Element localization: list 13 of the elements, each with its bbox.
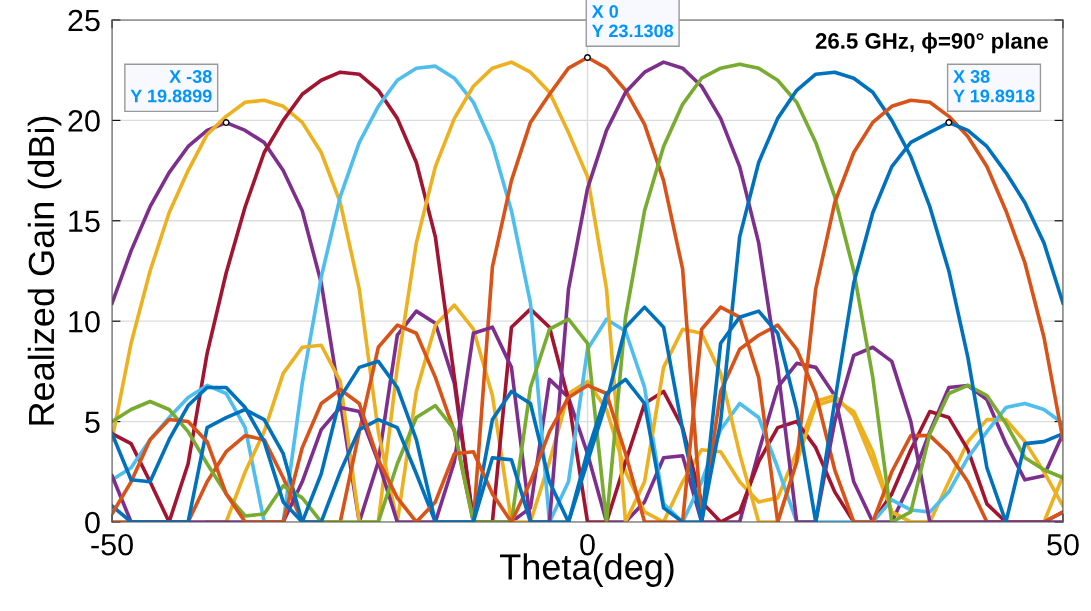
x-tick-label: -50: [91, 533, 133, 556]
y-tick-label: 25: [68, 9, 100, 32]
text: 26.5 GHz, ϕ=90° plane: [815, 32, 1048, 54]
y-tick-label: 15: [69, 210, 100, 233]
y-tick-label: 10: [69, 310, 100, 333]
y-tick-label: 5: [85, 411, 100, 433]
y-tick-label: 20: [68, 110, 100, 132]
x-tick-label: 50: [1047, 533, 1079, 556]
y-axis-title: Realized Gain (dBi): [27, 116, 62, 425]
annotation: X 0 Y 23.1308: [591, 5, 674, 38]
annotation: X 38 Y 19.8918: [953, 70, 1035, 103]
y-tick-label: 0: [85, 511, 100, 534]
annotation: X -38 Y 19.8899: [130, 70, 212, 103]
